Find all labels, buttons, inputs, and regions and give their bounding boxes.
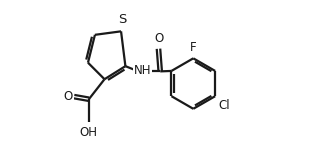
Text: Cl: Cl	[218, 99, 230, 112]
Text: F: F	[190, 41, 197, 54]
Text: S: S	[118, 13, 126, 26]
Text: O: O	[154, 32, 164, 45]
Text: NH: NH	[134, 64, 152, 77]
Text: O: O	[64, 90, 73, 103]
Text: OH: OH	[80, 126, 98, 139]
